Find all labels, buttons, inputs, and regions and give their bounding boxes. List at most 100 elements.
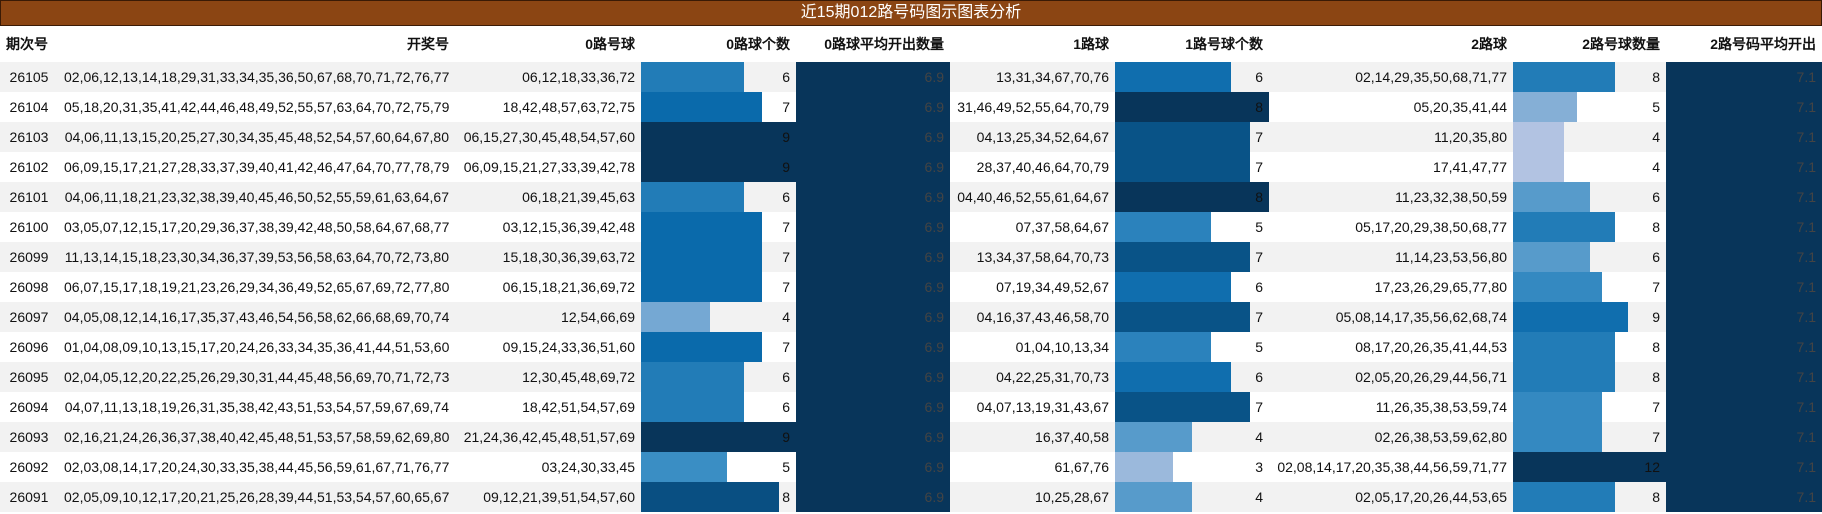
table-cell: 02,06,12,13,14,18,29,31,33,34,35,36,50,6…	[64, 69, 450, 85]
table-cell: 4	[1255, 429, 1263, 445]
table-cell: 6	[782, 69, 790, 85]
table-cell: 26102	[9, 159, 49, 175]
table-cell: 5	[1255, 219, 1263, 235]
table-cell: 26091	[9, 489, 49, 505]
data-bar	[1115, 122, 1250, 152]
table-cell: 6	[782, 189, 790, 205]
table-cell: 04,06,11,13,15,20,25,27,30,34,35,45,48,5…	[64, 129, 449, 145]
data-bar	[641, 482, 779, 512]
table-cell: 04,07,13,19,31,43,67	[976, 399, 1109, 415]
table-cell: 05,18,20,31,35,41,42,44,46,48,49,52,55,5…	[64, 99, 450, 115]
table-cell: 6.9	[924, 339, 944, 355]
table-cell: 6	[1255, 69, 1263, 85]
table-cell: 6.9	[924, 309, 944, 325]
data-bar	[1666, 242, 1822, 272]
data-bar	[641, 182, 745, 212]
data-bar	[796, 302, 950, 332]
data-bar	[796, 452, 950, 482]
table-cell: 6.9	[924, 399, 944, 415]
table-cell: 05,08,14,17,35,56,62,68,74	[1335, 309, 1507, 325]
table-cell: 9	[782, 159, 790, 175]
data-bar	[796, 182, 950, 212]
table-cell: 7.1	[1796, 249, 1816, 265]
data-bar	[641, 422, 796, 452]
table-cell: 6.9	[924, 279, 944, 295]
table-cell: 3	[1255, 459, 1263, 475]
data-bar	[796, 332, 950, 362]
table-cell: 02,16,21,24,26,36,37,38,40,42,45,48,51,5…	[64, 429, 450, 445]
table-cell: 04,22,25,31,70,73	[996, 369, 1109, 385]
table-cell: 04,07,11,13,18,19,26,31,35,38,42,43,51,5…	[64, 399, 449, 415]
data-bar	[1666, 422, 1822, 452]
table-cell: 7	[1652, 429, 1660, 445]
table-cell: 7.1	[1796, 459, 1816, 475]
data-bar	[641, 92, 762, 122]
table-cell: 9	[782, 129, 790, 145]
data-bar	[1115, 452, 1173, 482]
data-bar	[796, 92, 950, 122]
table-cell: 7	[1652, 399, 1660, 415]
table-cell: 7.1	[1796, 279, 1816, 295]
data-bar	[641, 212, 762, 242]
data-bar	[1513, 62, 1615, 92]
table-cell: 7	[1255, 159, 1263, 175]
table-cell: 12,54,66,69	[561, 309, 635, 325]
table-cell: 02,05,20,26,29,44,56,71	[1355, 369, 1507, 385]
table-cell: 26094	[9, 399, 49, 415]
data-bar	[1513, 362, 1615, 392]
table-cell: 02,03,08,14,17,20,24,30,33,35,38,44,45,5…	[64, 459, 450, 475]
table-cell: 01,04,10,13,34	[1015, 339, 1109, 355]
table-cell: 7.1	[1796, 69, 1816, 85]
data-bar	[796, 152, 950, 182]
table-cell: 15,18,30,36,39,63,72	[502, 249, 635, 265]
table-cell: 6.9	[924, 369, 944, 385]
data-bar	[1666, 332, 1822, 362]
data-bar	[641, 332, 762, 362]
table-cell: 08,17,20,26,35,41,44,53	[1355, 339, 1507, 355]
data-bar	[1666, 122, 1822, 152]
table-cell: 6.9	[924, 249, 944, 265]
table-cell: 6.9	[924, 489, 944, 505]
table-cell: 6	[1255, 369, 1263, 385]
table-cell: 9	[1652, 309, 1660, 325]
table-cell: 03,24,30,33,45	[541, 459, 635, 475]
table-cell: 04,13,25,34,52,64,67	[976, 129, 1109, 145]
data-bar	[796, 362, 950, 392]
data-bar	[1666, 302, 1822, 332]
table-cell: 03,12,15,36,39,42,48	[502, 219, 635, 235]
table-cell: 6	[782, 369, 790, 385]
data-bar	[1513, 242, 1590, 272]
table-cell: 7.1	[1796, 99, 1816, 115]
table-cell: 11,20,35,80	[1434, 129, 1507, 145]
table-cell: 7.1	[1796, 189, 1816, 205]
data-bar	[641, 122, 796, 152]
column-header: 0路球平均开出数量	[824, 36, 944, 52]
table-cell: 26092	[9, 459, 49, 475]
data-bar	[1513, 92, 1577, 122]
table-cell: 01,04,08,09,10,13,15,17,20,24,26,33,34,3…	[64, 339, 450, 355]
table-cell: 02,08,14,17,20,35,38,44,56,59,71,77	[1277, 459, 1507, 475]
column-header: 0路号球	[585, 36, 635, 52]
table-cell: 26097	[9, 309, 49, 325]
table-cell: 26105	[9, 69, 49, 85]
table-cell: 9	[782, 429, 790, 445]
table-cell: 07,37,58,64,67	[1015, 219, 1109, 235]
table-cell: 04,40,46,52,55,61,64,67	[957, 189, 1109, 205]
table-cell: 7.1	[1796, 219, 1816, 235]
data-bar	[796, 62, 950, 92]
table-cell: 6	[1652, 189, 1660, 205]
table-cell: 7	[1255, 399, 1263, 415]
table-cell: 7.1	[1796, 309, 1816, 325]
table-cell: 7.1	[1796, 159, 1816, 175]
table-cell: 18,42,51,54,57,69	[522, 399, 635, 415]
table-cell: 13,31,34,67,70,76	[996, 69, 1109, 85]
data-bar	[1115, 482, 1192, 512]
table-cell: 06,07,15,17,18,19,21,23,26,29,34,36,49,5…	[64, 279, 450, 295]
column-header: 1路球	[1073, 36, 1109, 52]
column-header: 开奖号	[407, 36, 449, 52]
column-header: 2路号球数量	[1582, 36, 1660, 52]
data-bar	[1513, 152, 1564, 182]
table-cell: 02,05,17,20,26,44,53,65	[1355, 489, 1507, 505]
data-bar	[1115, 392, 1250, 422]
table-cell: 31,46,49,52,55,64,70,79	[957, 99, 1109, 115]
